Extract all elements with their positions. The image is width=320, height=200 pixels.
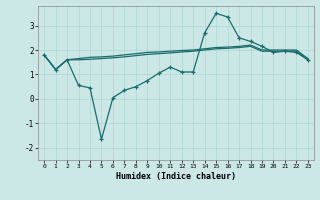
X-axis label: Humidex (Indice chaleur): Humidex (Indice chaleur) bbox=[116, 172, 236, 181]
